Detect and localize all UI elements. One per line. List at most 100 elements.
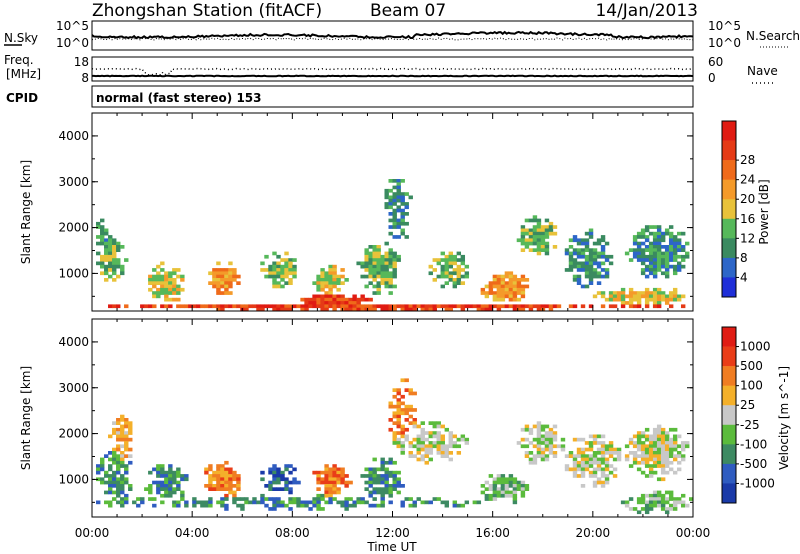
velocity-cell	[404, 497, 409, 501]
velocity-cell	[112, 451, 117, 455]
velocity-cell	[412, 391, 417, 396]
power-cell	[368, 307, 373, 312]
velocity-cell	[528, 457, 534, 462]
velocity-cell	[672, 470, 678, 475]
velocity-cell	[336, 474, 341, 478]
power-cell	[632, 291, 638, 295]
velocity-cell	[168, 487, 173, 491]
power-cell	[276, 264, 281, 269]
velocity-cell	[160, 484, 165, 488]
velocity-cell	[672, 434, 678, 439]
velocity-cell	[284, 484, 289, 488]
noise-left-tick-low: 10^0	[56, 36, 89, 50]
velocity-cell	[612, 467, 618, 472]
power-cell	[516, 287, 522, 292]
velocity-cell	[112, 460, 117, 465]
velocity-cell	[520, 427, 526, 432]
velocity-cell	[364, 487, 369, 491]
velocity-cell	[668, 467, 674, 472]
power-cell	[372, 251, 377, 256]
power-cell	[336, 294, 341, 299]
power-cell	[340, 274, 345, 279]
power-cell	[588, 281, 594, 285]
velocity-colorbar-swatch	[722, 444, 736, 465]
velocity-cell	[332, 480, 337, 485]
velocity-cell	[660, 477, 666, 482]
power-cell	[160, 278, 165, 282]
power-cell	[640, 291, 646, 295]
velocity-cell	[540, 437, 546, 442]
power-cell	[156, 264, 161, 269]
velocity-cell	[164, 480, 169, 485]
velocity-cell	[416, 424, 421, 429]
velocity-cell	[492, 487, 498, 491]
power-cell	[652, 301, 658, 305]
velocity-cell	[160, 474, 165, 478]
velocity-cell	[284, 487, 289, 491]
power-cell	[392, 179, 397, 183]
velocity-cell	[328, 493, 333, 498]
power-cell	[660, 294, 666, 299]
power-cell	[148, 281, 153, 285]
velocity-y-tick-label: 3000	[58, 381, 89, 395]
velocity-cell	[508, 480, 514, 485]
velocity-cell	[224, 477, 229, 482]
velocity-cell	[160, 480, 165, 485]
velocity-cell	[240, 497, 245, 501]
power-cell	[508, 278, 514, 282]
velocity-cell	[344, 497, 349, 501]
power-cell	[320, 278, 325, 282]
velocity-cell	[164, 487, 169, 491]
velocity-cell	[376, 487, 381, 491]
power-cell	[648, 264, 654, 269]
velocity-cell	[592, 451, 598, 455]
power-cell	[332, 281, 337, 285]
velocity-cell	[672, 444, 678, 449]
velocity-cell	[284, 480, 289, 485]
velocity-cell	[120, 497, 125, 501]
velocity-cell	[392, 477, 397, 482]
velocity-cell	[332, 474, 337, 478]
power-cell	[648, 248, 654, 252]
velocity-cell	[252, 500, 257, 505]
power-cell	[388, 218, 393, 223]
velocity-cell	[292, 467, 297, 472]
velocity-cell	[644, 500, 650, 505]
velocity-cell	[332, 497, 337, 501]
velocity-cell	[124, 447, 129, 452]
velocity-cell	[676, 467, 682, 472]
velocity-cell	[396, 444, 401, 449]
power-cell	[312, 294, 317, 299]
velocity-cell	[320, 477, 325, 482]
power-cell	[352, 307, 357, 312]
power-cell	[392, 212, 397, 216]
power-cell	[460, 307, 466, 312]
noise-right-tick-low: 10^0	[708, 36, 741, 50]
power-cell	[388, 304, 393, 309]
velocity-colorbar-swatch	[722, 366, 736, 386]
velocity-cell	[324, 484, 329, 488]
power-cell	[520, 225, 526, 229]
power-cell	[540, 304, 546, 309]
velocity-cell	[420, 434, 425, 439]
velocity-cell	[332, 490, 337, 495]
power-cell	[612, 297, 618, 302]
power-cell	[644, 235, 650, 239]
power-cell	[676, 261, 682, 266]
velocity-cell	[156, 480, 161, 485]
velocity-cell	[580, 454, 586, 458]
velocity-cell	[544, 457, 550, 462]
velocity-cell	[596, 457, 602, 462]
power-cell	[640, 261, 646, 266]
power-cell	[436, 304, 441, 309]
power-cell	[280, 307, 285, 312]
velocity-cell	[112, 480, 117, 485]
velocity-cell	[108, 451, 113, 455]
velocity-cell	[536, 424, 542, 429]
velocity-cell	[548, 451, 554, 455]
noise-sky-line	[91, 30, 694, 40]
power-cell	[384, 188, 389, 193]
power-cell	[648, 297, 654, 302]
velocity-cell	[592, 480, 598, 485]
velocity-cell	[552, 444, 558, 449]
